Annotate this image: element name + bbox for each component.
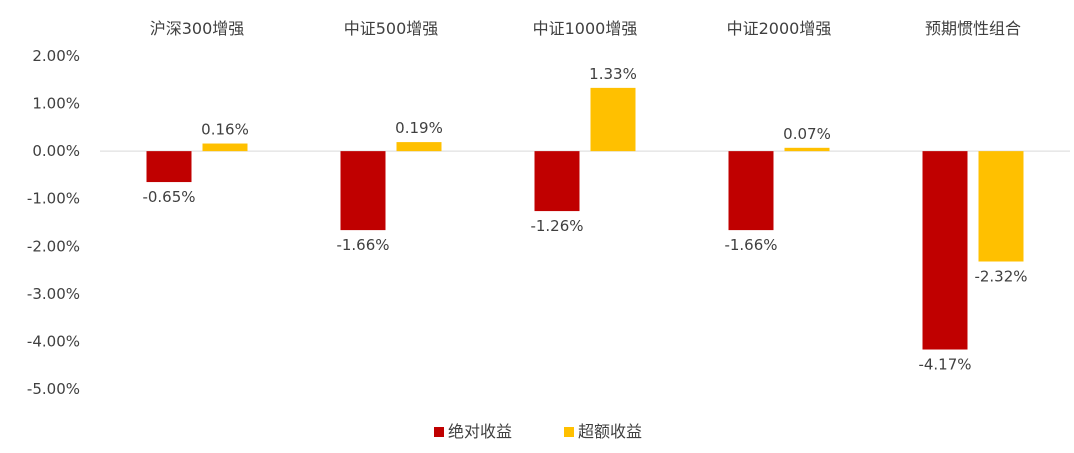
data-label: 1.33% <box>589 65 637 83</box>
bar-excess-return <box>202 143 248 152</box>
data-label: -0.65% <box>142 188 195 206</box>
bar-absolute-return <box>146 151 192 183</box>
legend-swatch <box>434 427 444 437</box>
legend-label: 绝对收益 <box>448 422 512 441</box>
y-tick-label: 1.00% <box>32 95 80 113</box>
data-labels: -0.65% 0.16% -1.66% 0.19% -1.26% 1.33% -1.66% 0… <box>142 65 1027 374</box>
data-label: 0.16% <box>201 121 249 139</box>
category-label: 沪深300增强 <box>150 19 245 38</box>
bar-excess-return <box>784 147 830 152</box>
data-label: -1.66% <box>724 236 777 254</box>
bar-absolute-return <box>534 151 580 212</box>
legend-label: 超额收益 <box>578 422 642 441</box>
y-tick-label: -4.00% <box>27 332 80 350</box>
y-axis: 2.00% 1.00% 0.00% -1.00% -2.00% -3.00% -4.00% -… <box>27 47 80 398</box>
bar-absolute-return <box>340 151 386 231</box>
y-tick-label: -2.00% <box>27 237 80 255</box>
category-label: 中证1000增强 <box>533 19 638 38</box>
category-label: 中证500增强 <box>344 19 439 38</box>
y-tick-label: -5.00% <box>27 380 80 398</box>
category-label: 预期惯性组合 <box>925 19 1021 38</box>
data-label: -2.32% <box>974 268 1027 286</box>
bar-absolute-return <box>728 151 774 231</box>
legend-swatch <box>564 427 574 437</box>
data-label: -1.66% <box>336 236 389 254</box>
y-tick-label: -1.00% <box>27 190 80 208</box>
category-labels: 沪深300增强 中证500增强 中证1000增强 中证2000增强 预期惯性组合 <box>150 19 1021 38</box>
data-label: 0.19% <box>395 119 443 137</box>
bar-absolute-return <box>922 151 968 350</box>
data-label: 0.07% <box>783 125 831 143</box>
bar-excess-return <box>590 87 636 152</box>
legend: 绝对收益 超额收益 <box>434 422 642 441</box>
bar-excess-return <box>978 151 1024 262</box>
y-tick-label: 2.00% <box>32 47 80 65</box>
y-tick-label: 0.00% <box>32 142 80 160</box>
y-tick-label: -3.00% <box>27 285 80 303</box>
data-label: -1.26% <box>530 217 583 235</box>
bar-excess-return <box>396 142 442 152</box>
category-label: 中证2000增强 <box>727 19 832 38</box>
bars <box>146 87 1024 350</box>
data-label: -4.17% <box>918 356 971 374</box>
